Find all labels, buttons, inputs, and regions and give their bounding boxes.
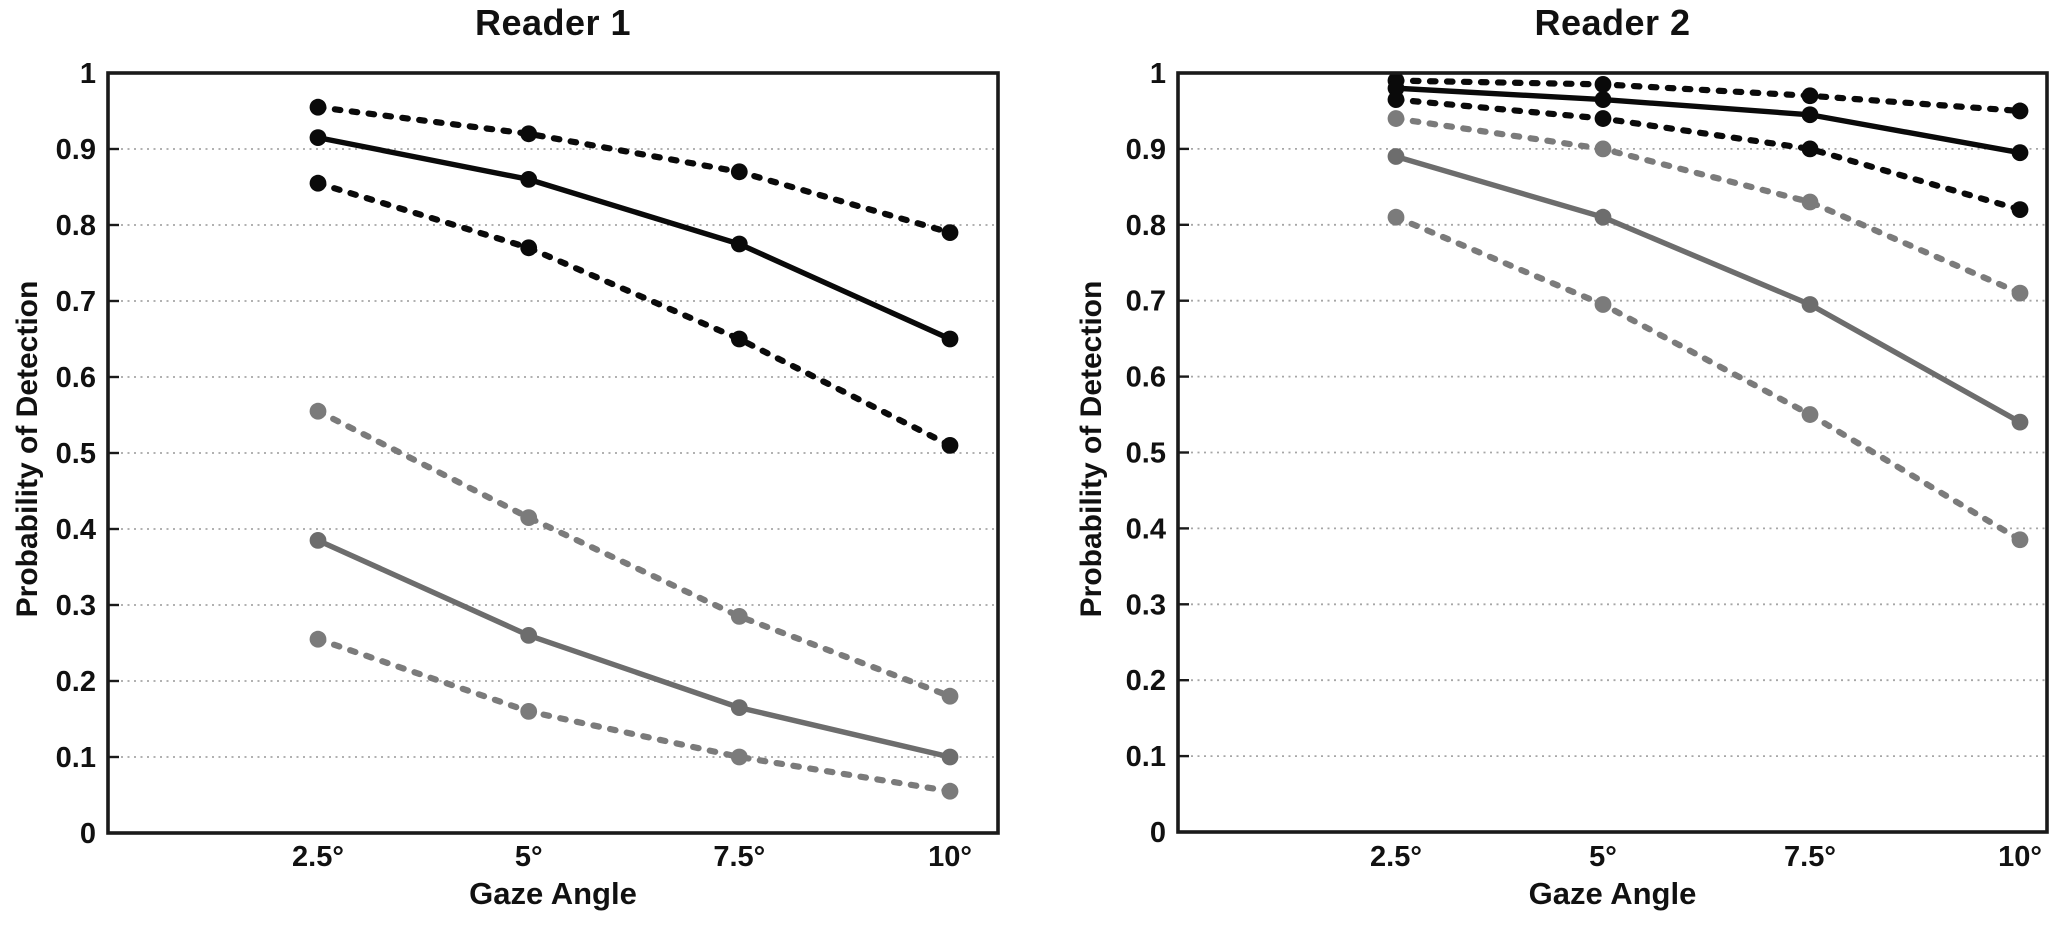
data-point-black-dashed-upper: [2011, 102, 2029, 120]
plot-border: [106, 71, 1000, 835]
data-point-black-dashed-upper: [730, 163, 748, 181]
data-point-gray-solid: [2011, 413, 2029, 431]
y-tick-label: 0.9: [56, 134, 96, 166]
data-point-gray-dashed-lower: [1801, 406, 1819, 423]
data-point-black-dashed-upper: [309, 98, 327, 116]
data-point-gray-dashed-upper: [309, 402, 327, 420]
y-tick-label: 0.3: [1126, 589, 1166, 621]
data-point-black-dashed-upper: [941, 224, 959, 242]
series-line-black-dashed-upper: [1392, 77, 2024, 115]
series-line-black-dashed-lower: [314, 180, 954, 449]
y-tick-label: 0.4: [1126, 513, 1166, 545]
y-tick-label: 0.2: [56, 666, 96, 698]
y-tick-label: 0: [1150, 817, 1166, 849]
y-tick-label: 0.5: [1126, 438, 1166, 470]
x-tick-label: 7.5°: [713, 841, 765, 873]
data-point-black-solid: [1801, 106, 1819, 124]
data-point-black-dashed-lower: [520, 239, 538, 257]
x-tick-label: 2.5°: [1370, 841, 1422, 873]
data-point-gray-dashed-lower: [730, 748, 748, 766]
series-line-gray-solid: [1395, 153, 2022, 425]
data-point-black-dashed-upper: [1801, 87, 1819, 105]
chart-canvas-reader-2: 1 0.9 0.8 0.7 0.6 0.5 0.4 0.3 0.2 0.1 0 2.5° 5° 7.5° 1…: [1126, 58, 2049, 873]
data-point-gray-dashed-upper: [941, 687, 959, 705]
x-tick-label: 7.5°: [1784, 841, 1836, 873]
data-point-gray-dashed-upper: [1594, 140, 1612, 158]
data-point-gray-solid: [941, 748, 959, 766]
data-point-gray-dashed-lower: [1387, 208, 1405, 226]
x-tick-label: 2.5°: [292, 841, 344, 873]
y-tick-label: 0.3: [56, 590, 96, 622]
series-line-gray-dashed-upper: [1392, 115, 2024, 297]
x-axis-title-reader-2: Gaze Angle: [1528, 876, 1697, 911]
data-point-gray-dashed-lower: [309, 630, 327, 648]
x-tick-label: 5°: [1589, 841, 1617, 873]
y-tick-label: 0.1: [1126, 741, 1166, 773]
x-tick-label: 10°: [1998, 841, 2042, 873]
y-tick-label: 0.7: [56, 286, 96, 318]
data-point-gray-dashed-lower: [941, 782, 959, 800]
data-point-gray-dashed-lower: [520, 703, 538, 720]
y-tick-label: 0.8: [56, 210, 96, 242]
data-point-black-dashed-lower: [1594, 110, 1612, 127]
data-point-black-dashed-lower: [1801, 140, 1819, 158]
data-point-black-dashed-upper: [520, 125, 538, 143]
series-line-black-dashed-upper: [314, 104, 954, 236]
data-point-black-dashed-lower: [730, 330, 748, 348]
y-tick-label: 0.7: [1126, 286, 1166, 318]
data-point-black-dashed-upper: [1594, 75, 1612, 93]
data-point-gray-dashed-upper: [2011, 284, 2029, 302]
data-point-black-solid: [309, 129, 327, 147]
data-point-gray-dashed-lower: [1594, 296, 1612, 313]
x-tick-label: 5°: [515, 841, 543, 873]
data-point-gray-solid: [730, 699, 748, 716]
y-tick-label: 0.2: [1126, 665, 1166, 697]
data-point-black-solid: [1594, 91, 1612, 108]
y-tick-label: 0.4: [56, 514, 96, 546]
data-point-black-solid: [520, 171, 538, 188]
data-point-black-dashed-lower: [309, 174, 327, 192]
series-line-gray-solid: [316, 537, 951, 760]
plot-border: [1176, 71, 2049, 834]
chart-title-reader-2: Reader 2: [1534, 2, 1691, 43]
data-point-gray-dashed-upper: [520, 509, 538, 526]
data-point-black-solid: [2011, 144, 2029, 162]
y-tick-label: 0.6: [1126, 362, 1166, 394]
reader-2-panel: Reader 2 Probability of Detection 1 0.9 0.…: [1040, 0, 2055, 933]
y-tick-label: 0.8: [1126, 210, 1166, 242]
data-point-gray-dashed-lower: [2011, 531, 2029, 549]
series-line-gray-dashed-upper: [314, 408, 954, 700]
series-line-gray-dashed-lower: [1392, 214, 2024, 543]
data-point-gray-solid: [1387, 148, 1405, 165]
y-tick-label: 0: [80, 818, 96, 850]
data-point-gray-dashed-upper: [1801, 193, 1819, 211]
data-point-black-solid: [941, 330, 959, 348]
data-point-black-dashed-lower: [941, 437, 959, 454]
series-line-black-solid: [1395, 85, 2021, 156]
y-tick-label: 0.1: [56, 742, 96, 774]
data-point-black-dashed-lower: [1387, 91, 1405, 108]
y-tick-label: 0.6: [56, 362, 96, 394]
data-point-black-dashed-lower: [2011, 201, 2029, 219]
data-point-gray-solid: [1801, 296, 1819, 313]
y-tick-label: 1: [1150, 58, 1166, 90]
chart-canvas-reader-1: 1 0.9 0.8 0.7 0.6 0.5 0.4 0.3 0.2 0.1 0 2.5° 5° 7.5° 1…: [56, 58, 1000, 873]
y-tick-label: 0.5: [56, 438, 96, 470]
y-tick-label: 1: [80, 58, 96, 90]
series-line-gray-dashed-lower: [314, 636, 954, 795]
chart-title-reader-1: Reader 1: [474, 2, 632, 43]
data-point-gray-solid: [1594, 208, 1612, 226]
data-point-gray-solid: [309, 532, 327, 549]
reader-1-panel: Reader 1 Probability of Detection 1 0.9 0.…: [11, 2, 1000, 911]
series-line-black-dashed-lower: [1392, 96, 2024, 213]
data-point-gray-dashed-upper: [730, 608, 748, 625]
y-tick-label: 0.9: [1126, 134, 1166, 166]
x-tick-label: 10°: [928, 841, 972, 873]
x-axis-title-reader-1: Gaze Angle: [469, 876, 637, 911]
series-line-black-solid: [317, 134, 952, 342]
data-point-black-solid: [730, 235, 748, 253]
data-point-gray-dashed-upper: [1387, 110, 1405, 127]
data-point-gray-solid: [520, 627, 538, 644]
